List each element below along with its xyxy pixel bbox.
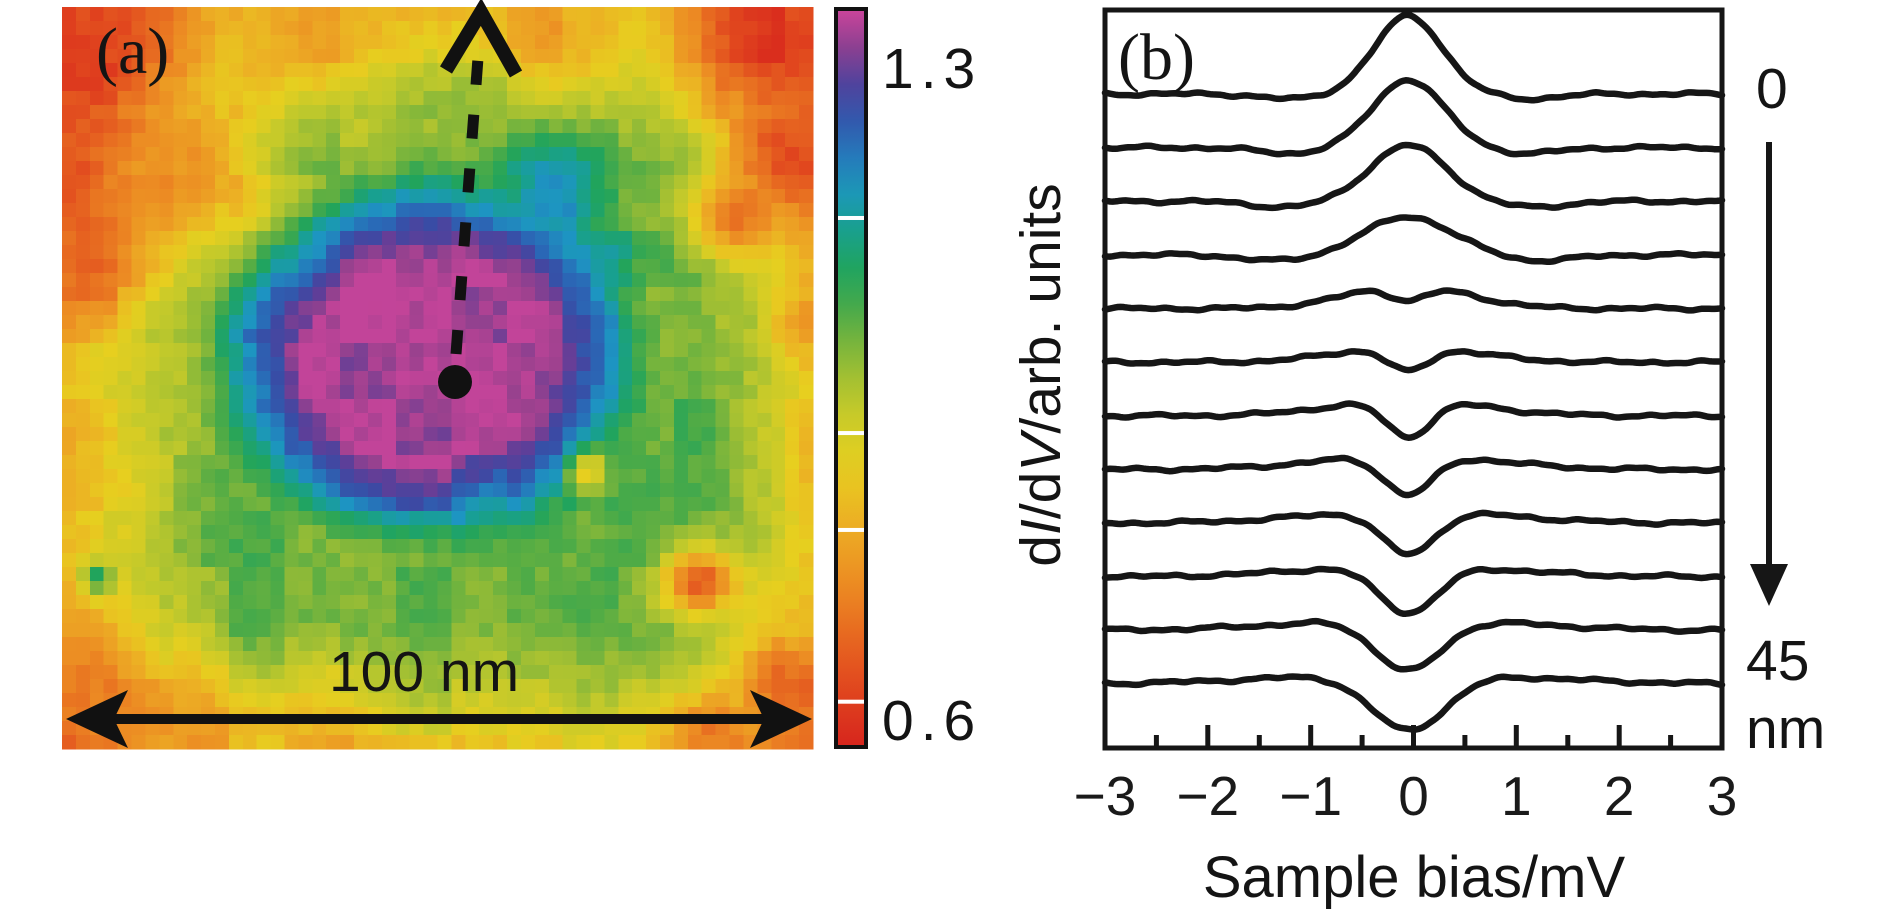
x-tick-label: 3: [1706, 765, 1738, 827]
didv-spectrum-curve: [1101, 454, 1726, 499]
didv-spectrum-curve: [1101, 565, 1726, 617]
scale-bar-right-arrowhead: [750, 690, 812, 748]
x-tick-label: 1: [1501, 765, 1532, 827]
didv-spectrum-curve: [1101, 348, 1726, 374]
colorbar-white-tick: [838, 215, 864, 220]
x-tick-label: 2: [1603, 765, 1635, 827]
didv-spectrum-curve: [1101, 214, 1726, 265]
didv-spectrum-curve: [1101, 11, 1726, 104]
x-tick-label: 0: [1398, 765, 1429, 827]
didv-spectrum-curve: [1101, 509, 1726, 558]
spectra-origin-dot: [438, 365, 472, 399]
colorbar-max-label: 1.3: [882, 37, 983, 101]
distance-end-unit: nm: [1746, 697, 1826, 761]
map-overlays: [66, 0, 812, 748]
x-tick-label: −1: [1279, 765, 1343, 827]
didv-spectrum-curve: [1101, 400, 1726, 441]
didv-spectrum-curve: [1101, 617, 1726, 673]
spectra-frame: [1102, 7, 1725, 751]
spectra-panel: [1101, 7, 1788, 751]
colorbar-white-tick: [838, 699, 864, 704]
colorbar-gradient: [838, 11, 864, 745]
panel-b-label: (b): [1118, 21, 1195, 94]
colorbar-min-label: 0.6: [882, 689, 983, 753]
didv-spectrum-curve: [1101, 287, 1726, 314]
panel-a-label: (a): [96, 15, 170, 88]
stm-heatmap: [62, 7, 814, 750]
dashed-arrow-head: [440, 0, 523, 78]
scale-bar-left-arrowhead: [66, 690, 128, 748]
distance-start-label: 0: [1756, 57, 1788, 121]
didv-spectrum-curve: [1101, 673, 1726, 733]
x-tick-label: −2: [1176, 765, 1240, 827]
colorbar-frame: [834, 7, 868, 749]
colorbar-white-tick: [838, 431, 864, 436]
x-tick-label: −3: [1073, 765, 1137, 827]
didv-spectrum-curve: [1101, 77, 1726, 158]
y-axis-label: dI/dV/arb. units: [1009, 183, 1073, 567]
x-axis-label: Sample bias/mV: [1202, 845, 1626, 910]
distance-end-value: 45: [1746, 629, 1810, 693]
didv-spectrum-curve: [1101, 141, 1726, 212]
distance-arrow-head: [1750, 564, 1788, 606]
colorbar: [834, 7, 868, 749]
scale-bar-label: 100 nm: [328, 640, 520, 704]
colorbar-white-tick: [838, 527, 864, 532]
